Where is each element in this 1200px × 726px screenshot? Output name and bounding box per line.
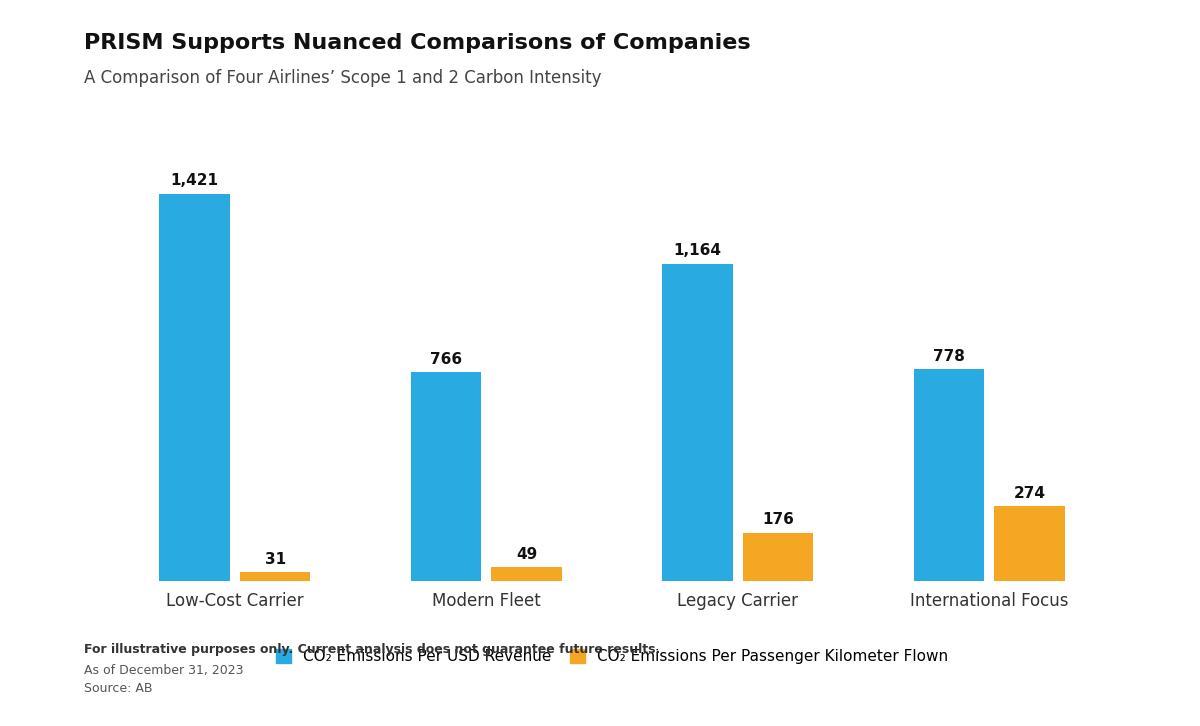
Text: 1,421: 1,421 bbox=[170, 174, 218, 189]
Text: 778: 778 bbox=[932, 348, 965, 364]
Text: As of December 31, 2023: As of December 31, 2023 bbox=[84, 664, 244, 677]
Bar bbox=[994, 506, 1064, 581]
Text: 274: 274 bbox=[1013, 486, 1045, 501]
Bar bbox=[743, 533, 814, 581]
Bar bbox=[913, 369, 984, 581]
Bar bbox=[240, 572, 311, 581]
Bar bbox=[662, 264, 733, 581]
Text: Source: AB: Source: AB bbox=[84, 682, 152, 696]
Text: For illustrative purposes only. Current analysis does not guarantee future resul: For illustrative purposes only. Current … bbox=[84, 643, 660, 656]
Text: 1,164: 1,164 bbox=[673, 243, 721, 258]
Bar bbox=[410, 372, 481, 581]
Text: A Comparison of Four Airlines’ Scope 1 and 2 Carbon Intensity: A Comparison of Four Airlines’ Scope 1 a… bbox=[84, 69, 601, 87]
Bar bbox=[491, 568, 562, 581]
Text: 176: 176 bbox=[762, 513, 794, 527]
Text: 766: 766 bbox=[430, 352, 462, 367]
Legend: CO₂ Emissions Per USD Revenue, CO₂ Emissions Per Passenger Kilometer Flown: CO₂ Emissions Per USD Revenue, CO₂ Emiss… bbox=[276, 650, 948, 664]
Bar bbox=[160, 194, 230, 581]
Text: 49: 49 bbox=[516, 547, 538, 562]
Text: 31: 31 bbox=[264, 552, 286, 567]
Text: PRISM Supports Nuanced Comparisons of Companies: PRISM Supports Nuanced Comparisons of Co… bbox=[84, 33, 751, 53]
